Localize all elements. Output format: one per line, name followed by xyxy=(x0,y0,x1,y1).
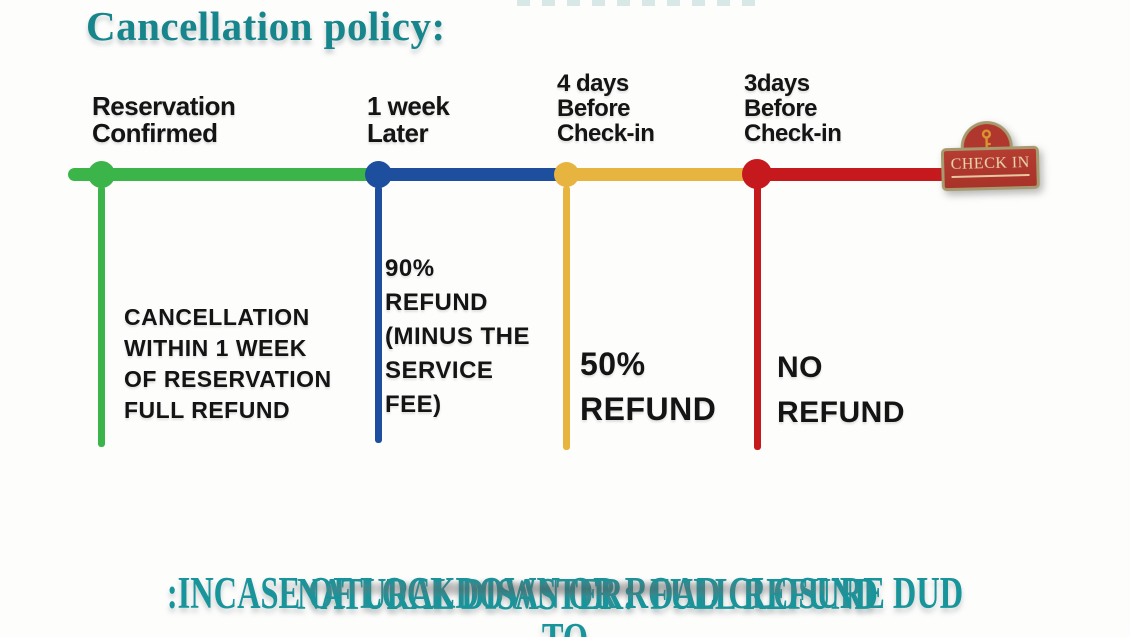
timeline-segment-green xyxy=(68,168,378,181)
milestone-label-1-week-later: 1 week Later xyxy=(367,91,450,148)
check-in-sign-underline xyxy=(951,173,1030,179)
check-in-sign: CHECK IN xyxy=(940,120,1040,192)
milestone-label-4-days-before: 4 days Before Check-in xyxy=(557,70,655,147)
drop-line-green xyxy=(98,186,105,447)
top-dashed-border xyxy=(517,0,755,6)
policy-note-full-refund: CANCELLATION WITHIN 1 WEEK OF RESERVATIO… xyxy=(124,304,332,423)
timeline-segment-red xyxy=(757,168,950,181)
milestone-dot-blue xyxy=(365,161,392,188)
drop-line-blue xyxy=(375,186,382,443)
milestone-dot-green xyxy=(88,161,115,188)
policy-note-50-percent: 50% REFUND xyxy=(580,346,717,427)
timeline-segment-yellow xyxy=(566,168,757,181)
drop-line-yellow xyxy=(563,186,570,450)
policy-note-90-percent: 90% REFUND (MINUS THE SERVICE FEE) xyxy=(385,255,530,418)
milestone-dot-yellow xyxy=(554,162,579,187)
check-in-sign-label: CHECK IN xyxy=(950,153,1030,174)
policy-note-no-refund: NO REFUND xyxy=(777,351,905,429)
ground-shadow xyxy=(268,581,863,597)
milestone-label-3-days-before: 3days Before Check-in xyxy=(744,70,842,147)
drop-line-red xyxy=(754,186,761,450)
milestone-dot-red xyxy=(742,159,772,189)
check-in-sign-plate: CHECK IN xyxy=(940,145,1040,192)
milestone-label-reservation-confirmed: Reservation Confirmed xyxy=(92,91,236,148)
page-title: Cancellation policy: xyxy=(86,3,446,49)
timeline-segment-blue xyxy=(378,168,566,181)
